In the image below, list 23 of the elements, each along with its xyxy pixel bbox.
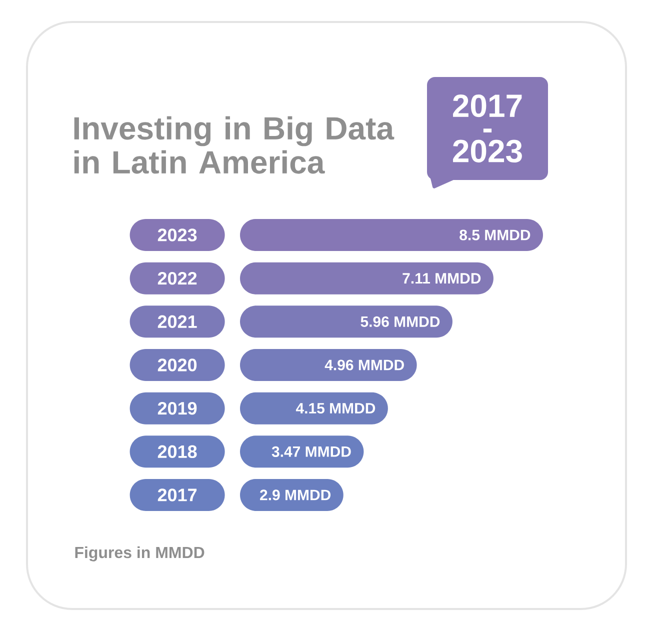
chart-title: Investing in Big Data in Latin America xyxy=(74,116,394,174)
bar xyxy=(240,262,494,294)
data-label: 5.96 MMDD xyxy=(360,316,440,327)
data-label: 4.15 MMDD xyxy=(296,403,376,414)
data-label: 8.5 MMDD xyxy=(460,230,530,240)
bar xyxy=(240,306,452,338)
y-tick-label: 2020 xyxy=(158,358,197,372)
bar xyxy=(240,392,388,424)
y-tick-label: 2018 xyxy=(158,445,197,458)
data-label: 3.47 MMDD xyxy=(272,446,351,457)
y-tick-label: 2023 xyxy=(158,228,197,242)
y-tick-label: 2021 xyxy=(158,315,197,328)
y-tick-label: 2022 xyxy=(158,272,197,285)
text: Figures in MMDD xyxy=(75,546,204,562)
data-label: 7.11 MMDD xyxy=(402,273,481,284)
data-label: 4.96 MMDD xyxy=(324,360,404,370)
bar xyxy=(240,348,417,381)
bar xyxy=(240,219,543,252)
chart-subtitle: 2017 - 2023 xyxy=(453,94,522,163)
bar xyxy=(240,436,364,468)
y-tick-label: 2019 xyxy=(158,402,197,415)
data-label: 2.9 MMDD xyxy=(260,490,331,500)
y-tick-label: 2017 xyxy=(158,488,197,502)
